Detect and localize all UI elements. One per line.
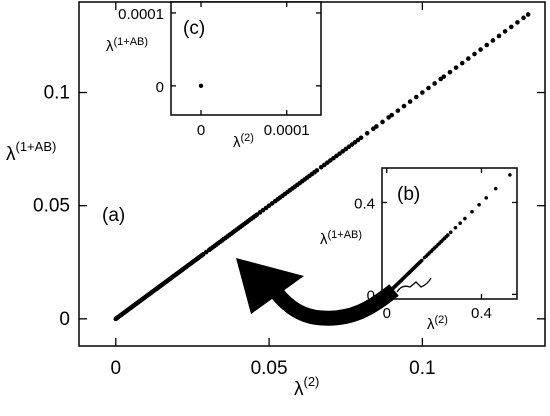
inset-c-y-axis-title: λ(1+AB) (106, 36, 148, 55)
inset-b-x-axis-title: λ(2) (427, 314, 448, 333)
main-data-point (206, 247, 212, 253)
inset-c-x-axis-symbol: λ (233, 134, 241, 151)
main-x-tick-label-1: 0.05 (251, 358, 288, 379)
main-data-point (502, 29, 508, 34)
main-data-point (328, 158, 333, 163)
main-data-point (441, 74, 447, 79)
inset-c-x-tick-label-0: 0 (197, 122, 205, 139)
inset-b-zoom-bracket (396, 277, 432, 293)
inset-b-y-axis-title: λ(1+AB) (320, 229, 362, 248)
inset-c-x-axis-sup: (2) (241, 132, 254, 144)
main-data-point (364, 130, 370, 136)
main-data-point (521, 15, 526, 21)
inset-b-y-axis-sup: (1+AB) (328, 229, 363, 241)
main-x-tick-label-0: 0 (111, 358, 122, 379)
main-data-points (113, 12, 531, 322)
inset-c-ticks: 0 0.0001 0 0.0001 (118, 2, 321, 139)
inset-b-data-point (463, 216, 467, 221)
inset-b-data-point (458, 221, 462, 225)
main-data-point (269, 201, 275, 206)
main-data-point (453, 65, 459, 70)
inset-b-data-point (484, 196, 489, 200)
inset-c-data-point (198, 83, 204, 89)
inset-b-data-point (493, 186, 498, 191)
main-data-point (395, 108, 401, 113)
main-ticks: 0 0.05 0.1 0 0.05 0.1 (33, 2, 545, 379)
inset-c-background (170, 1, 322, 116)
main-x-tick-label-2: 0.1 (409, 358, 435, 379)
main-x-axis-title: λ(2) (294, 374, 319, 400)
main-y-axis-sup: (1+AB) (16, 139, 57, 154)
inset-b-x-tick-label-1: 0.4 (471, 305, 492, 322)
main-y-axis-title: λ(1+AB) (6, 139, 56, 165)
main-panel-label: (a) (102, 205, 125, 226)
inset-b-data-point (453, 225, 458, 230)
main-chart: 0 0.05 0.100.050.1 (a) λ(2) λ(1+AB) (6, 1, 546, 400)
inset-b-panel-label: (b) (397, 184, 420, 205)
inset-c-y-tick-label-0: 0 (156, 79, 164, 96)
main-data-point (389, 112, 395, 118)
inset-b-ticks: 0 0.4 0 0.4 (354, 168, 517, 322)
main-data-point (447, 69, 453, 75)
inset-b-x-tick-label-0: 0 (383, 305, 391, 322)
inset-b-data-point (470, 209, 474, 214)
inset-c-y-tick-label-1: 0.0001 (118, 6, 164, 23)
main-data-point (496, 33, 502, 39)
main-y-tick-label-1: 0.05 (33, 196, 70, 217)
inset-b-y-tick-label-0: 0 (367, 287, 375, 304)
main-data-point (466, 56, 471, 61)
inset-c-panel-label: (c) (183, 18, 205, 39)
inset-b-y-axis-symbol: λ (320, 231, 328, 248)
inset-b-x-axis-sup: (2) (435, 314, 448, 326)
inset-b-data-point (446, 233, 450, 237)
main-data-point (426, 85, 431, 91)
inset-c-data-points (198, 83, 204, 89)
main-data-point (515, 20, 520, 25)
inset-b-data-point (477, 202, 481, 207)
main-data-point (484, 42, 490, 48)
curved-arrow-shaft (270, 284, 399, 326)
main-data-point (478, 47, 483, 52)
main-data-point (358, 135, 364, 141)
inset-c-y-axis-symbol: λ (106, 38, 114, 55)
main-data-point (374, 124, 379, 129)
main-x-axis-sup: (2) (304, 374, 320, 389)
main-data-point (314, 168, 320, 173)
inset-b-data-point (448, 230, 453, 235)
inset-b-data-point (508, 173, 512, 177)
main-data-point (459, 60, 465, 66)
inset-c-x-axis-title: λ(2) (233, 132, 254, 151)
main-data-point (407, 99, 413, 104)
main-data-point (401, 103, 407, 109)
curved-arrow (236, 258, 399, 326)
main-data-point (525, 12, 531, 17)
main-data-point (490, 38, 496, 43)
inset-b-x-axis-symbol: λ (427, 316, 435, 333)
main-data-point (472, 51, 477, 57)
main-data-point (432, 81, 437, 86)
main-data-point (380, 119, 385, 125)
inset-b-chart: 0 0.400.4 (b) λ(2) λ(1+AB) (320, 167, 518, 333)
main-x-axis-symbol: λ (294, 379, 304, 400)
inset-b-data-point (419, 258, 424, 263)
curved-arrow-head (236, 258, 304, 314)
inset-c-y-axis-sup: (1+AB) (114, 36, 149, 48)
main-y-tick-label-2: 0.1 (44, 83, 70, 104)
main-data-point (420, 90, 425, 95)
inset-c-x-tick-label-1: 0.0001 (264, 122, 310, 139)
inset-b-y-tick-label-1: 0.4 (354, 195, 375, 212)
main-data-point (413, 94, 419, 100)
main-y-axis-symbol: λ (6, 144, 16, 165)
main-data-point (508, 24, 514, 30)
main-y-tick-label-0: 0 (59, 309, 70, 330)
